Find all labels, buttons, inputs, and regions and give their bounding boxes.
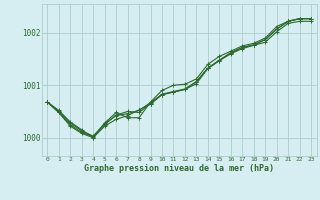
X-axis label: Graphe pression niveau de la mer (hPa): Graphe pression niveau de la mer (hPa) [84, 164, 274, 173]
